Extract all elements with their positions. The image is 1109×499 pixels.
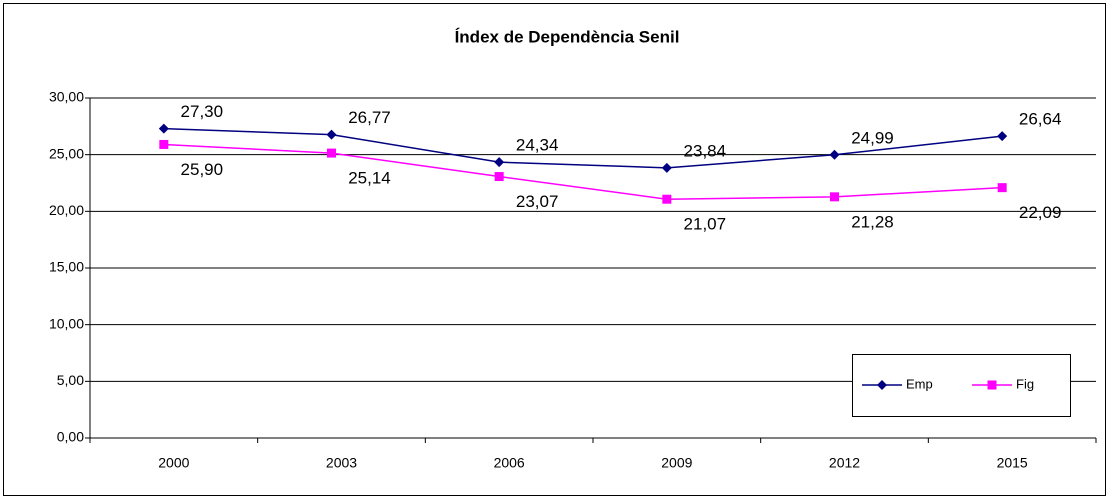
legend: Emp Fig bbox=[852, 354, 1071, 417]
series-line bbox=[163, 127, 1003, 169]
data-label: 26,77 bbox=[348, 108, 391, 127]
x-tick-label: 2000 bbox=[158, 455, 189, 471]
marker bbox=[987, 380, 997, 390]
y-tick-label: 20,00 bbox=[49, 202, 84, 218]
data-label: 21,28 bbox=[851, 212, 894, 231]
data-label: 21,07 bbox=[684, 215, 727, 234]
marker bbox=[158, 123, 169, 134]
marker bbox=[159, 139, 169, 149]
data-label: 27,30 bbox=[181, 102, 224, 121]
x-tick-label: 2003 bbox=[326, 455, 357, 471]
y-tick-label: 5,00 bbox=[57, 372, 84, 388]
marker bbox=[997, 183, 1007, 193]
x-tick-label: 2009 bbox=[661, 455, 692, 471]
data-label: 25,14 bbox=[348, 169, 391, 188]
data-label: 23,84 bbox=[684, 141, 727, 160]
data-label: 25,90 bbox=[181, 160, 224, 179]
y-tick-label: 30,00 bbox=[49, 89, 84, 105]
x-tick-label: 2015 bbox=[997, 455, 1028, 471]
data-label: 22,09 bbox=[1019, 203, 1062, 222]
marker bbox=[661, 162, 672, 173]
y-tick-label: 15,00 bbox=[49, 259, 84, 275]
x-tick-label: 2006 bbox=[494, 455, 525, 471]
data-label: 26,64 bbox=[1019, 110, 1062, 129]
y-tick-label: 25,00 bbox=[49, 145, 84, 161]
marker bbox=[662, 194, 672, 204]
marker bbox=[326, 129, 337, 140]
marker bbox=[997, 131, 1008, 142]
marker bbox=[877, 380, 887, 390]
legend-label: Fig bbox=[1016, 376, 1034, 391]
data-label: 23,07 bbox=[516, 192, 559, 211]
marker bbox=[829, 149, 840, 160]
marker bbox=[494, 157, 505, 168]
marker bbox=[830, 192, 839, 202]
y-tick-label: 0,00 bbox=[57, 429, 84, 445]
data-label: 24,99 bbox=[851, 128, 894, 147]
legend-label: Emp bbox=[906, 376, 933, 391]
marker bbox=[327, 148, 336, 158]
series-line bbox=[163, 143, 1003, 200]
chart-border bbox=[3, 3, 1106, 496]
data-label: 24,34 bbox=[516, 136, 559, 155]
chart-title: Índex de Dependència Senil bbox=[455, 27, 680, 46]
x-tick-label: 2012 bbox=[829, 455, 860, 471]
marker bbox=[494, 172, 504, 182]
y-tick-label: 10,00 bbox=[49, 315, 84, 331]
